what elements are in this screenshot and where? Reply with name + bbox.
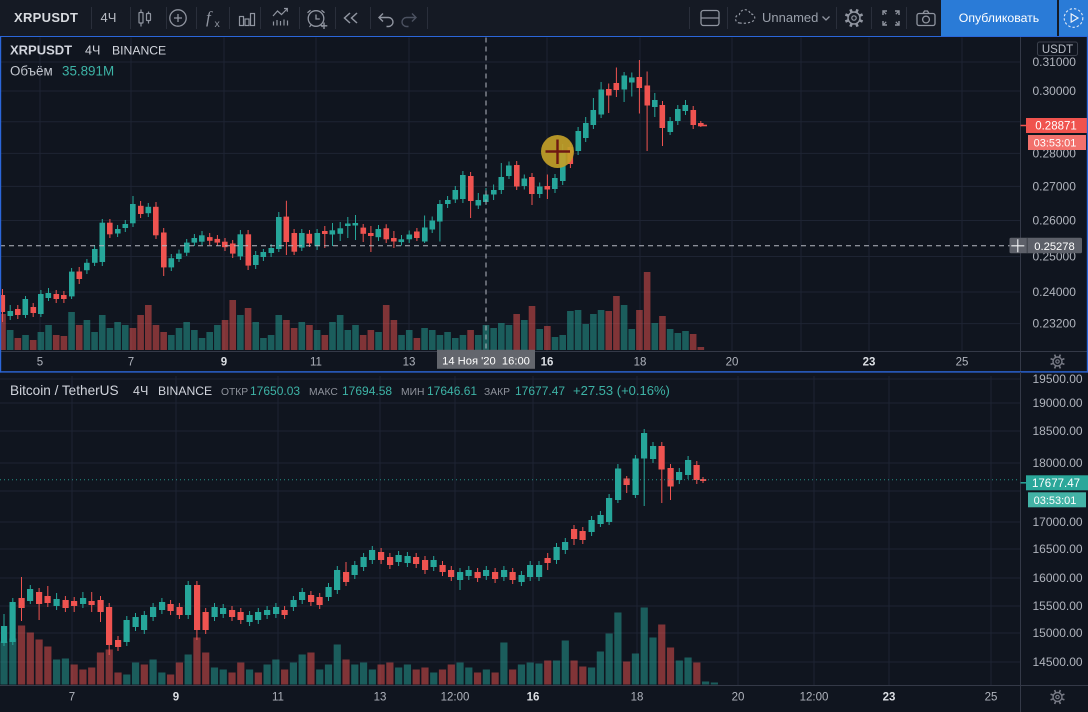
svg-text:7: 7 xyxy=(69,692,75,704)
svg-text:4Ч: 4Ч xyxy=(133,384,148,398)
svg-text:ЗАКР: ЗАКР xyxy=(484,387,510,398)
svg-text:17646.61: 17646.61 xyxy=(427,384,477,398)
svg-text:16000.00: 16000.00 xyxy=(1033,571,1083,585)
svg-text:0.30000: 0.30000 xyxy=(1033,84,1077,98)
svg-text:XRPUSDT: XRPUSDT xyxy=(10,43,72,58)
svg-text:25: 25 xyxy=(956,357,969,369)
svg-text:17650.03: 17650.03 xyxy=(250,384,300,398)
svg-text:19500.00: 19500.00 xyxy=(1033,372,1083,386)
svg-text:0.24000: 0.24000 xyxy=(1033,285,1077,299)
svg-text:Объём: Объём xyxy=(10,64,53,79)
svg-text:15000.00: 15000.00 xyxy=(1033,626,1083,640)
svg-text:0.31000: 0.31000 xyxy=(1033,55,1077,69)
svg-text:0.23200: 0.23200 xyxy=(1033,317,1077,331)
svg-text:11: 11 xyxy=(310,357,322,369)
svg-text:BINANCE: BINANCE xyxy=(112,44,166,58)
svg-text:23: 23 xyxy=(863,357,876,369)
svg-text:9: 9 xyxy=(221,357,227,369)
svg-text:03:53:01: 03:53:01 xyxy=(1034,495,1077,507)
svg-text:03:53:01: 03:53:01 xyxy=(1034,138,1077,150)
svg-text:Bitcoin / TetherUS: Bitcoin / TetherUS xyxy=(10,383,119,398)
svg-text:35.891M: 35.891M xyxy=(62,64,114,79)
svg-text:0.27000: 0.27000 xyxy=(1033,179,1077,193)
svg-text:f: f xyxy=(206,8,213,27)
svg-text:4Ч: 4Ч xyxy=(85,44,100,58)
svg-text:0.28871: 0.28871 xyxy=(1035,121,1077,133)
svg-text:12:00: 12:00 xyxy=(800,692,829,704)
svg-text:МАКС: МАКС xyxy=(309,387,338,398)
svg-text:18: 18 xyxy=(631,692,644,704)
svg-text:19000.00: 19000.00 xyxy=(1033,396,1083,410)
svg-text:5: 5 xyxy=(37,357,43,369)
svg-text:9: 9 xyxy=(173,692,179,704)
svg-text:20: 20 xyxy=(726,357,739,369)
svg-text:18000.00: 18000.00 xyxy=(1033,456,1083,470)
svg-text:25: 25 xyxy=(985,692,998,704)
svg-text:x: x xyxy=(215,18,221,30)
svg-text:18500.00: 18500.00 xyxy=(1033,424,1083,438)
svg-text:0.26000: 0.26000 xyxy=(1033,214,1077,228)
svg-text:13: 13 xyxy=(403,357,416,369)
svg-text:11: 11 xyxy=(272,692,284,704)
svg-text:+27.53 (+0.16%): +27.53 (+0.16%) xyxy=(573,383,670,398)
svg-text:17677.47: 17677.47 xyxy=(1032,478,1080,490)
svg-text:14 Ноя '20 16:00: 14 Ноя '20 16:00 xyxy=(442,355,530,367)
svg-text:16500.00: 16500.00 xyxy=(1033,542,1083,556)
svg-text:МИН: МИН xyxy=(401,387,424,398)
svg-text:17677.47: 17677.47 xyxy=(515,384,565,398)
svg-text:14500.00: 14500.00 xyxy=(1033,655,1083,669)
svg-text:23: 23 xyxy=(883,692,896,704)
svg-text:BINANCE: BINANCE xyxy=(158,384,212,398)
svg-text:13: 13 xyxy=(374,692,387,704)
svg-text:16: 16 xyxy=(527,692,540,704)
svg-text:0.25278: 0.25278 xyxy=(1034,241,1074,253)
svg-text:20: 20 xyxy=(732,692,745,704)
svg-text:15500.00: 15500.00 xyxy=(1033,599,1083,613)
svg-text:7: 7 xyxy=(128,357,134,369)
svg-text:18: 18 xyxy=(634,357,647,369)
svg-text:12:00: 12:00 xyxy=(441,692,470,704)
svg-text:USDT: USDT xyxy=(1042,44,1073,56)
svg-text:17694.58: 17694.58 xyxy=(342,384,392,398)
svg-text:16: 16 xyxy=(541,357,554,369)
svg-text:ОТКР: ОТКР xyxy=(221,387,248,398)
svg-text:17000.00: 17000.00 xyxy=(1033,515,1083,529)
